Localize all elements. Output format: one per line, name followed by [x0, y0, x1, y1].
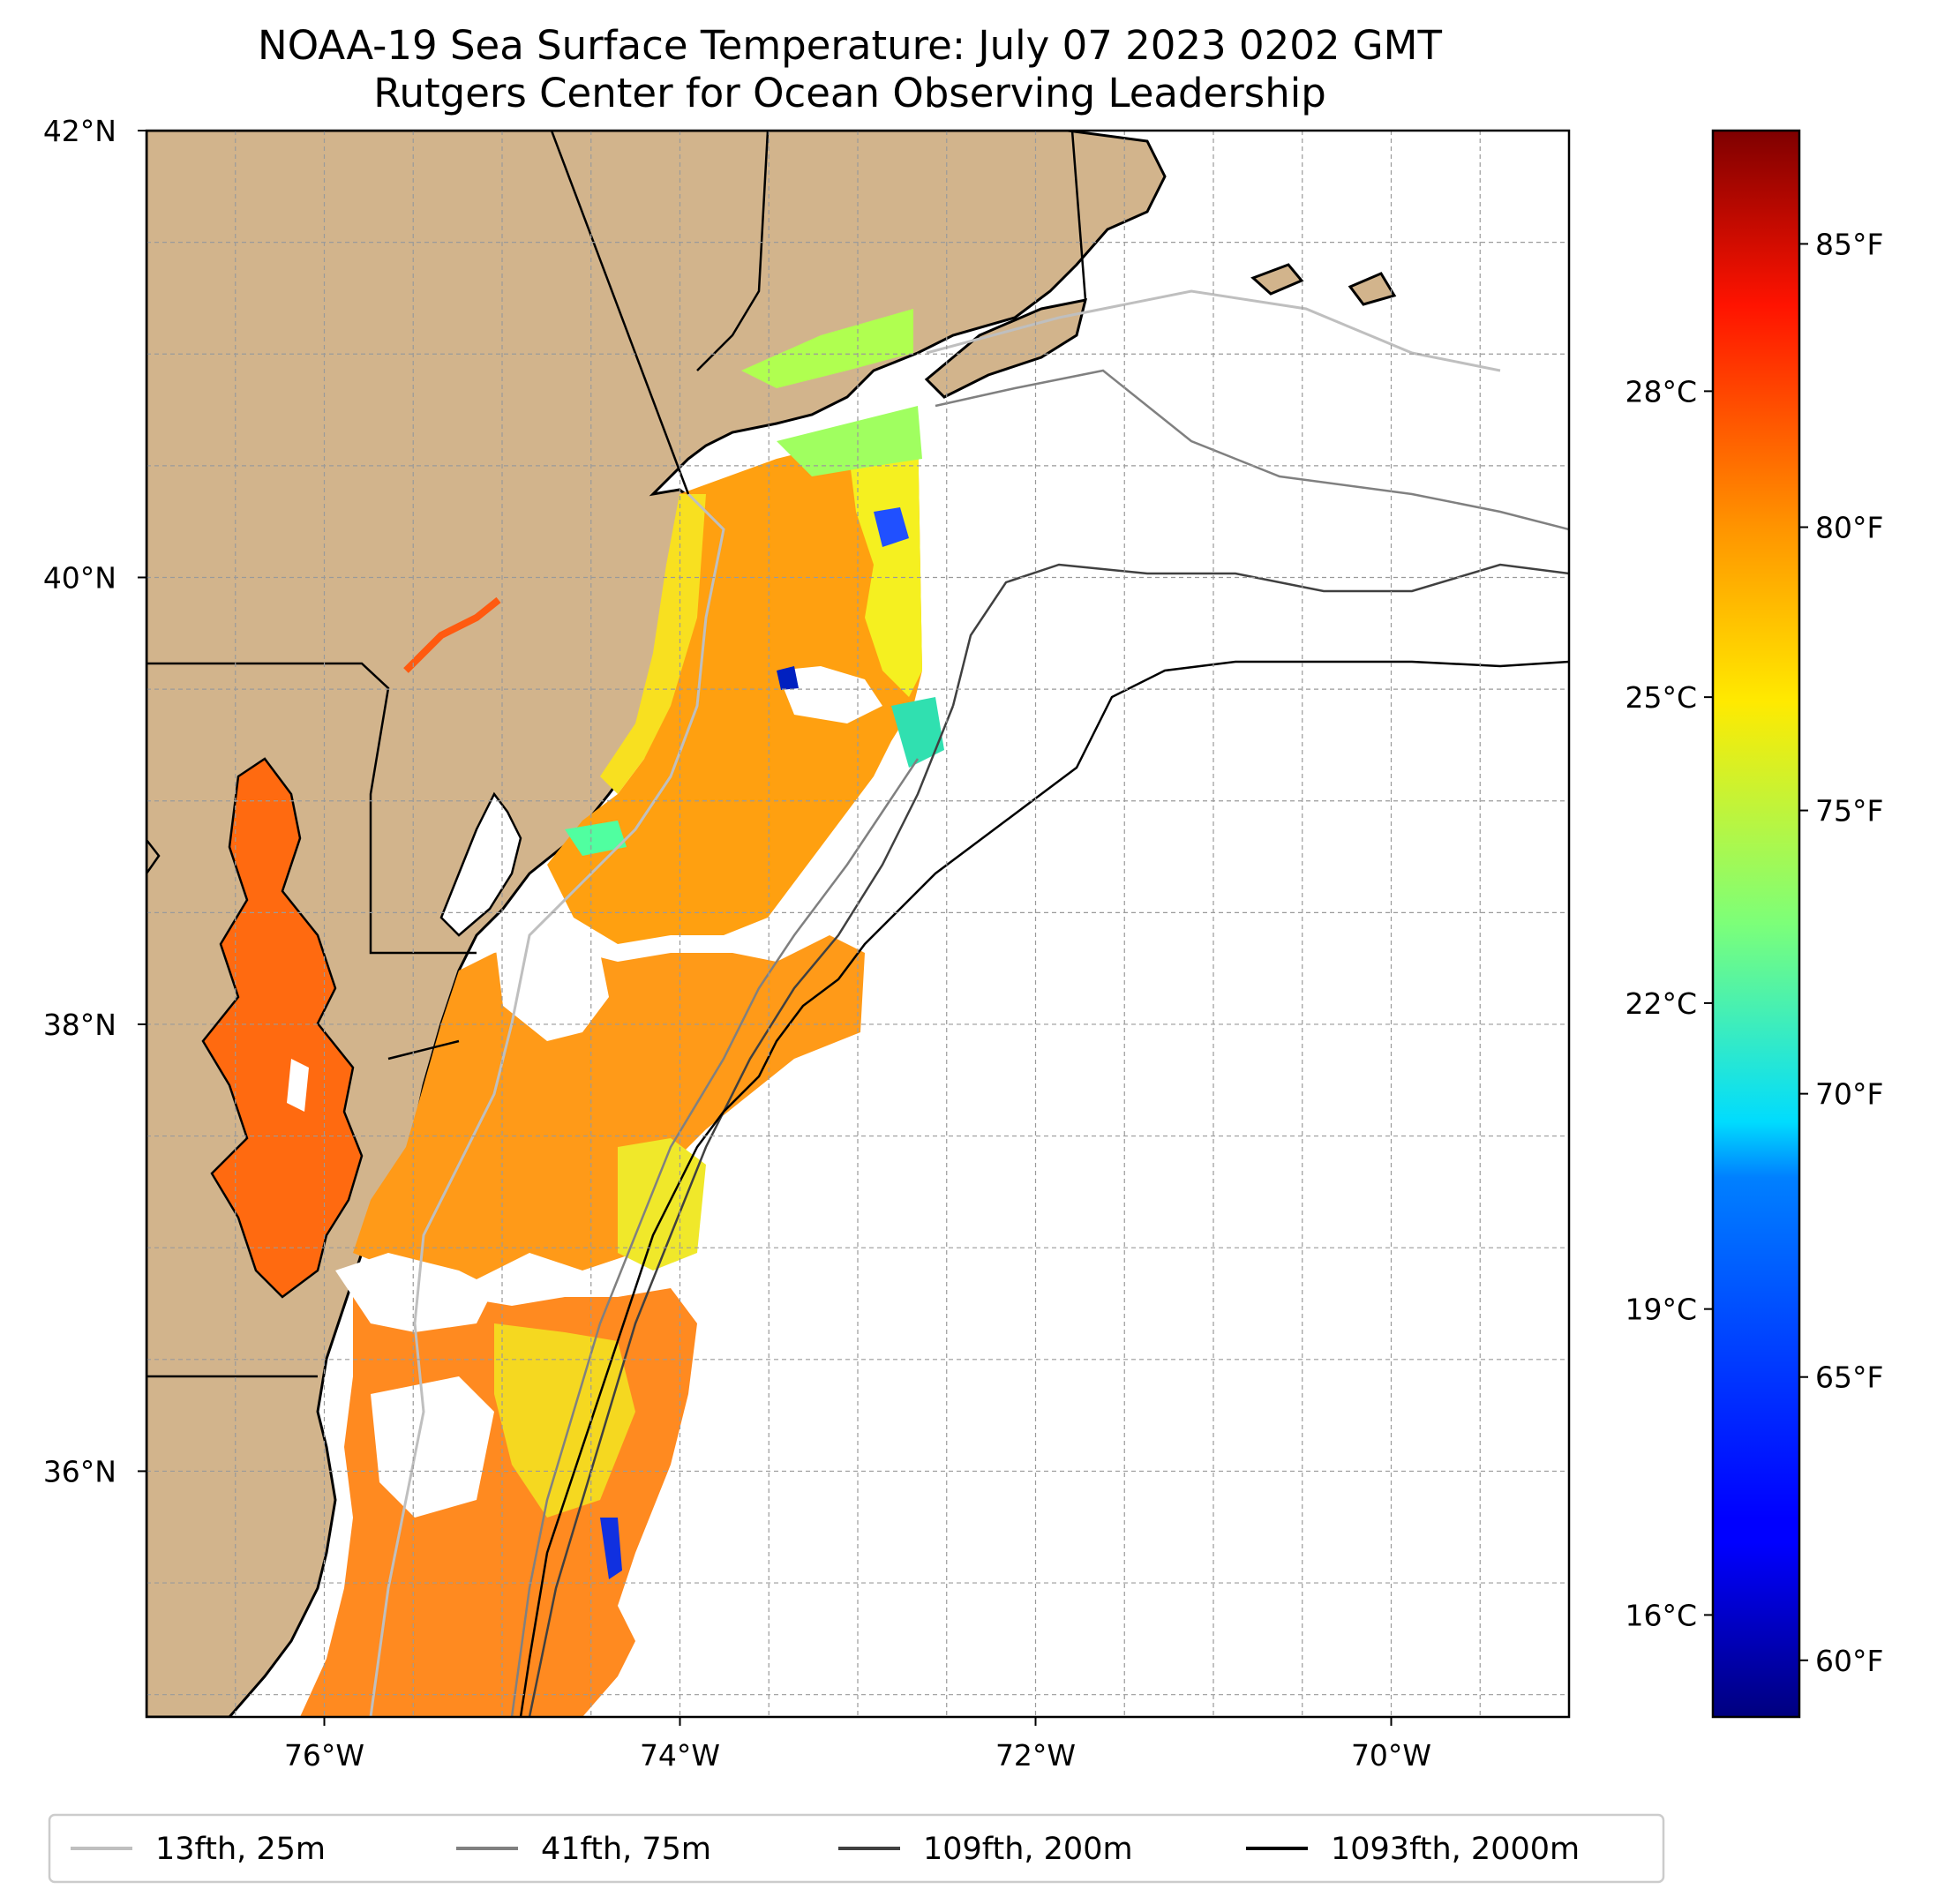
lon-tick-label: 76°W — [284, 1738, 364, 1773]
colorbar-c-tick-label: 22°C — [1625, 986, 1697, 1021]
legend-label: 41fth, 75m — [541, 1832, 711, 1867]
colorbar-f-tick-label: 75°F — [1815, 794, 1883, 828]
chart-subtitle: Rutgers Center for Ocean Observing Leade… — [373, 70, 1326, 116]
colorbar-f-tick-label: 80°F — [1815, 511, 1883, 545]
axis-ticks: 76°W 74°W 72°W 70°W 42°N 40°N 38°N 36°N — [43, 114, 1431, 1773]
chesapeake-bay — [201, 757, 364, 1299]
cloud-gap-2 — [335, 1253, 494, 1332]
gridlines — [146, 131, 1569, 1717]
cloud-gap-1 — [494, 918, 609, 1041]
lat-tick-label: 42°N — [43, 114, 116, 148]
lon-tick-label: 70°W — [1351, 1738, 1431, 1773]
legend-label: 1093fth, 2000m — [1331, 1832, 1580, 1867]
cloud-gap-4 — [371, 1376, 494, 1518]
delaware-bay — [439, 791, 522, 937]
cool-spot-2 — [565, 821, 627, 856]
lon-tick-label: 74°W — [640, 1738, 720, 1773]
sst-li-south — [777, 406, 922, 476]
isobath-25m — [369, 289, 1501, 1717]
nantucket — [1348, 272, 1397, 306]
cool-spot-1 — [891, 697, 944, 768]
cold-spot-1 — [874, 507, 909, 547]
colorbar-f-tick-label: 60°F — [1815, 1644, 1883, 1678]
isobath-200m — [528, 563, 1569, 1717]
sst-ny-bight — [547, 424, 922, 944]
sst-ny-bight-yellow — [847, 424, 922, 697]
sst-li-sound — [741, 309, 913, 388]
isobath-2000m — [519, 660, 1569, 1717]
cloud-gap-3 — [777, 666, 882, 723]
colorbar-c-tick-label: 16°C — [1625, 1598, 1697, 1632]
cold-spot-2 — [777, 666, 799, 690]
legend-label: 13fth, 25m — [155, 1832, 326, 1867]
chesapeake-white-patch — [287, 1059, 309, 1112]
colorbar-f-tick-label: 85°F — [1815, 227, 1883, 261]
map-frame — [145, 129, 1571, 1719]
colorbar-ticks: 85°F 80°F 75°F 70°F 65°F 60°F 28°C 25°C 22°C 19°C… — [1625, 227, 1883, 1677]
marthas-vineyard — [1250, 263, 1304, 296]
delaware-river — [403, 596, 501, 673]
lat-tick-label: 40°N — [43, 560, 116, 595]
long-island — [924, 298, 1088, 399]
chart-title: NOAA-19 Sea Surface Temperature: July 07… — [258, 22, 1442, 69]
colorbar-f-tick-label: 70°F — [1815, 1077, 1883, 1112]
colorbar-c-tick-label: 25°C — [1625, 680, 1697, 715]
colorbar-c-tick-label: 19°C — [1625, 1293, 1697, 1327]
lat-tick-label: 36°N — [43, 1454, 116, 1488]
legend-items: 13fth, 25m 41fth, 75m 109fth, 200m 1093fth,… — [71, 1832, 1580, 1867]
colorbar-f-tick-label: 65°F — [1815, 1361, 1883, 1395]
colorbar: 85°F 80°F 75°F 70°F 65°F 60°F 28°C 25°C 22°C 19°C… — [1625, 129, 1883, 1719]
colorbar-gradient — [1711, 129, 1801, 1719]
cold-spot-3 — [600, 1518, 622, 1579]
legend-label: 109fth, 200m — [923, 1832, 1133, 1867]
colorbar-c-tick-label: 28°C — [1625, 374, 1697, 409]
sst-south-yellow — [494, 1323, 635, 1518]
isobath-75m — [510, 369, 1569, 1717]
legend: 13fth, 25m 41fth, 75m 109fth, 200m 1093fth,… — [48, 1813, 1665, 1884]
map-panel — [146, 131, 1569, 1717]
lon-tick-label: 72°W — [995, 1738, 1076, 1773]
state-borders — [146, 131, 1087, 1378]
lat-tick-label: 38°N — [43, 1008, 116, 1042]
sst-mid-atlantic — [353, 935, 865, 1288]
